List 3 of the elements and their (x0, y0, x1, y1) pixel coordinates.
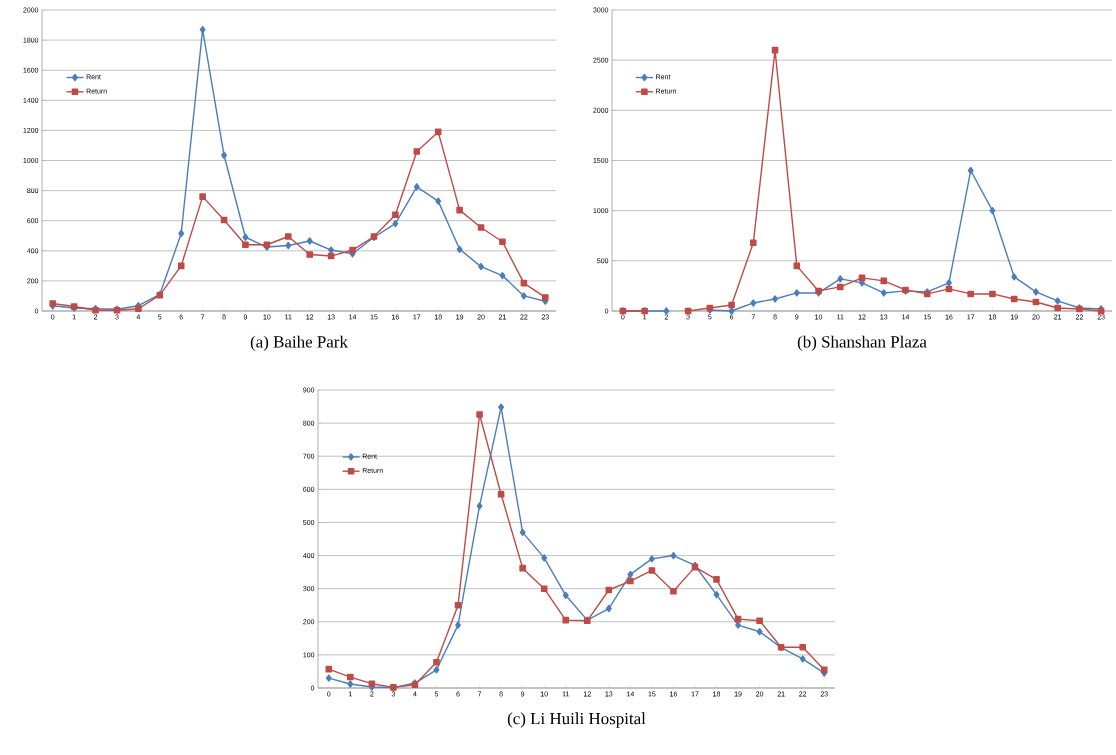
text: (c) Li Huili Hospital (507, 712, 646, 728)
text: (a) Baihe Park (250, 335, 348, 351)
text: (b) Shanshan Plaza (797, 335, 927, 351)
